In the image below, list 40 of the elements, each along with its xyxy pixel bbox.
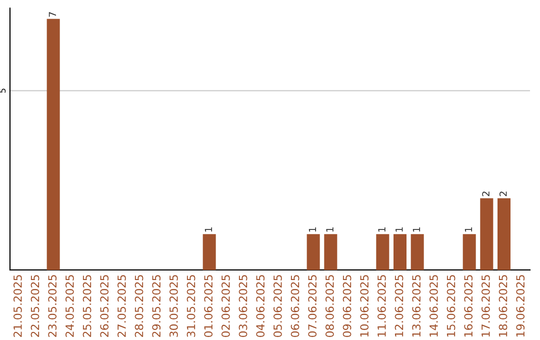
x-tick-label: 13.06.2025	[412, 275, 421, 337]
x-tick-label: 14.06.2025	[429, 275, 438, 337]
data-label: 1	[412, 227, 420, 232]
x-tick-label: 17.06.2025	[481, 275, 490, 337]
x-tick-label: 28.05.2025	[134, 275, 144, 337]
x-tick-label: 25.05.2025	[82, 275, 92, 337]
x-tick-label: 04.06.2025	[256, 275, 265, 338]
x-tick-label: 21.05.2025	[13, 275, 22, 337]
data-label: 1	[308, 227, 316, 232]
x-tick-label: 10.06.2025	[360, 275, 369, 337]
x-tick-label: 12.06.2025	[394, 275, 404, 337]
x-tick-label: 30.05.2025	[169, 275, 178, 337]
data-label: 1	[204, 227, 212, 232]
x-tick-label: 07.06.2025	[308, 275, 317, 338]
data-label: 7	[48, 12, 56, 17]
x-tick-label: 19.06.2025	[516, 275, 525, 337]
data-label: 2	[499, 192, 507, 196]
x-tick-label: 15.06.2025	[446, 275, 456, 337]
x-tick-label: 29.05.2025	[152, 275, 161, 337]
x-tick-label: 03.06.2025	[238, 275, 248, 338]
x-tick-label: 11.06.2025	[377, 275, 386, 337]
x-tick-label: 26.05.2025	[100, 275, 109, 337]
data-label: 1	[326, 227, 334, 232]
x-tick-label: 05.06.2025	[273, 275, 282, 338]
x-tick-label: 09.06.2025	[342, 275, 352, 338]
data-label: 1	[396, 227, 403, 232]
x-tick-label: 18.06.2025	[498, 275, 508, 337]
x-tick-label: 02.06.2025	[221, 275, 230, 338]
x-tick-label: 31.05.2025	[186, 275, 196, 337]
x-tick-label: 27.05.2025	[117, 275, 126, 337]
x-tick-label: 06.06.2025	[290, 275, 300, 338]
x-tick-label: 23.05.2025	[48, 275, 57, 337]
data-label: 2	[482, 192, 490, 196]
data-label: 1	[464, 227, 472, 232]
x-tick-label: 01.06.2025	[204, 275, 213, 338]
x-tick-label: 22.05.2025	[30, 275, 40, 337]
x-tick-label: 08.06.2025	[325, 275, 334, 338]
x-tick-label: 24.05.2025	[65, 275, 74, 337]
x-tick-label: 16.06.2025	[464, 275, 473, 337]
data-label: 1	[378, 227, 386, 232]
